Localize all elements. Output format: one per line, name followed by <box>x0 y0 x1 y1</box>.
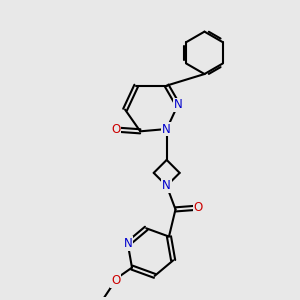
Text: O: O <box>194 201 203 214</box>
Text: N: N <box>162 122 171 136</box>
Text: O: O <box>111 123 121 136</box>
Text: O: O <box>111 274 120 287</box>
Text: N: N <box>162 179 171 192</box>
Text: N: N <box>123 237 132 250</box>
Text: N: N <box>173 98 182 112</box>
